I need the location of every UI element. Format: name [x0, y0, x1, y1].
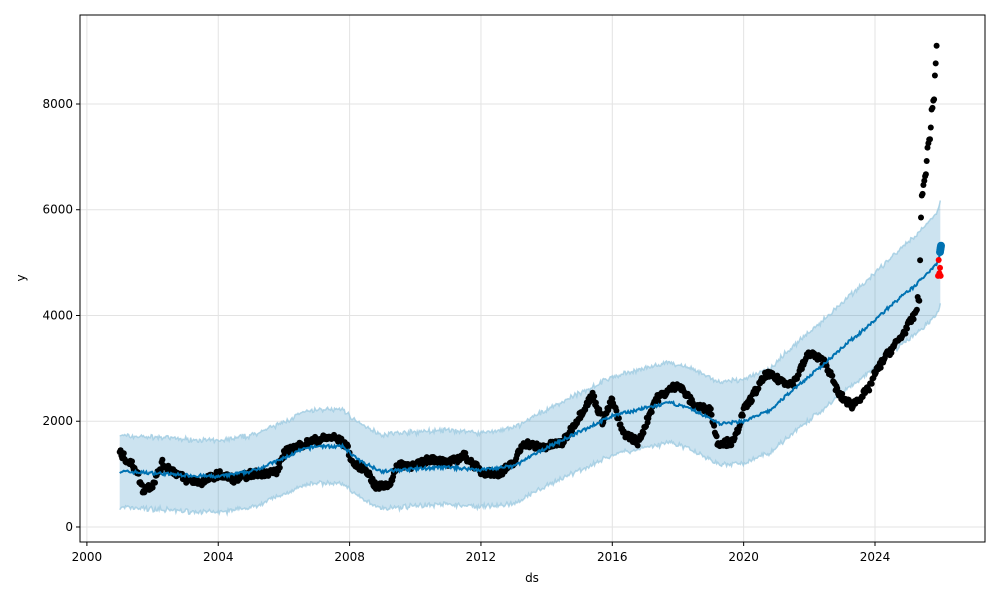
- observed-point: [839, 390, 846, 397]
- observed-point: [927, 124, 934, 131]
- observed-point: [648, 409, 655, 416]
- observed-point: [711, 422, 718, 429]
- x-axis-ticks: 2000 2004 2008 2012 2016 2020 2024: [72, 542, 891, 564]
- observed-point: [916, 297, 923, 304]
- observed-point: [569, 428, 576, 435]
- observed-point: [902, 330, 909, 337]
- test-point: [937, 264, 944, 271]
- observed-point: [917, 257, 924, 264]
- y-tick-label: 6000: [42, 203, 73, 217]
- observed-point: [345, 443, 351, 450]
- x-tick-label: 2024: [860, 550, 891, 564]
- x-axis-label: ds: [525, 571, 539, 585]
- observed-point: [829, 372, 836, 379]
- grid-lines: [80, 15, 985, 542]
- observed-point: [276, 464, 283, 471]
- observed-point: [216, 468, 223, 475]
- observed-point: [739, 412, 746, 419]
- observed-point: [823, 362, 830, 369]
- yhat-line: [119, 251, 942, 480]
- forecast-point: [936, 241, 945, 250]
- observed-point: [919, 190, 926, 197]
- x-tick-label: 2000: [72, 550, 103, 564]
- observed-point: [120, 450, 127, 457]
- x-tick-label: 2008: [334, 550, 365, 564]
- observed-point: [655, 398, 662, 405]
- y-tick-label: 2000: [42, 414, 73, 428]
- x-tick-label: 2004: [203, 550, 234, 564]
- observed-point: [755, 385, 762, 392]
- observed-point: [933, 42, 940, 49]
- observed-point: [129, 458, 135, 465]
- test-point: [937, 272, 944, 279]
- observed-point: [931, 96, 938, 103]
- observed-point: [152, 479, 158, 486]
- x-tick-label: 2016: [597, 550, 628, 564]
- observed-point: [918, 214, 924, 221]
- observed-point: [748, 397, 755, 404]
- observed-point: [708, 411, 715, 418]
- observed-point: [921, 177, 928, 184]
- observed-point: [634, 442, 641, 449]
- observed-point: [615, 415, 622, 422]
- observed-point: [640, 430, 647, 436]
- plot-frame: [79, 14, 986, 543]
- observed-point: [929, 104, 936, 111]
- y-axis-ticks: 0 2000 4000 6000 8000: [42, 97, 80, 534]
- y-tick-label: 8000: [42, 97, 73, 111]
- observed-point: [931, 72, 938, 79]
- lower-bound-line: [119, 303, 942, 517]
- observed-point: [913, 306, 920, 313]
- observed-point: [159, 456, 166, 463]
- observed-point: [149, 484, 156, 491]
- test-point: [935, 256, 942, 263]
- observed-point: [904, 325, 910, 332]
- x-tick-label: 2012: [466, 550, 497, 564]
- observed-point: [868, 380, 875, 387]
- y-tick-label: 0: [65, 520, 73, 534]
- observed-point: [877, 364, 884, 371]
- observed-point: [910, 316, 917, 323]
- upper-bound-line: [119, 200, 942, 445]
- observed-point: [613, 407, 620, 414]
- observed-point: [707, 405, 714, 412]
- y-axis-label: y: [14, 274, 28, 281]
- observed-point: [923, 158, 930, 164]
- observed-point: [922, 171, 929, 178]
- forecast-line: [119, 241, 945, 480]
- observed-point: [728, 442, 735, 449]
- observed-point: [866, 387, 873, 394]
- x-tick-label: 2020: [728, 550, 759, 564]
- observed-point: [927, 136, 933, 143]
- observed-point: [713, 433, 720, 440]
- test-points: [935, 256, 944, 279]
- observed-point: [591, 393, 598, 400]
- observed-point: [932, 60, 939, 67]
- y-tick-label: 4000: [42, 308, 73, 322]
